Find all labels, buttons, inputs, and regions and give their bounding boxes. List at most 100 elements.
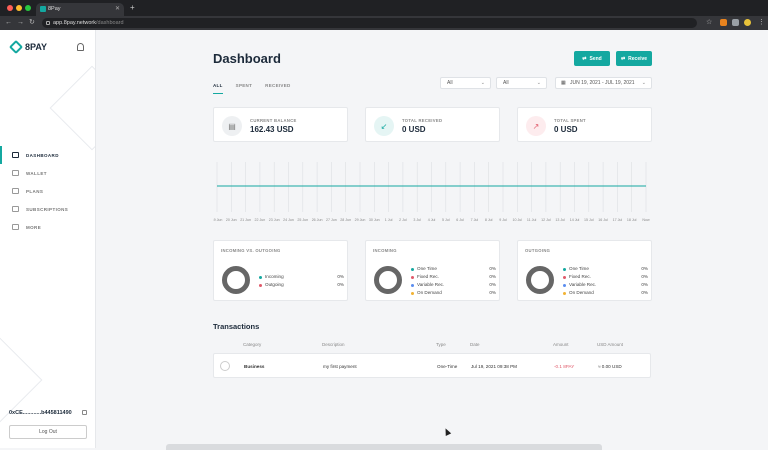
sidebar-item-wallet[interactable]: WALLET [0,164,95,182]
x-tick-label: 28 Jun [340,218,351,222]
logo-mark-icon [8,39,24,55]
sidebar-item-subscriptions[interactable]: SUBSCRIPTIONS [0,200,95,218]
legend-value: 0% [641,274,648,279]
chevron-down-icon: ⌄ [536,80,541,86]
category-filter-select[interactable]: All ⌄ [496,77,547,89]
receive-button[interactable]: ⇄ Receive [616,51,652,66]
stat-value: 0 USD [554,125,578,134]
legend: Incoming 0% Outgoing 0% [259,273,344,289]
table-row[interactable]: Business my first payment One-Time Jul 1… [213,353,651,378]
sidebar-item-label: DASHBOARD [26,152,59,158]
sidebar-item-dashboard[interactable]: DASHBOARD [0,146,95,164]
calendar-icon: ▦ [561,80,566,86]
trend-icon [12,188,19,194]
browser-menu-icon[interactable]: ⋮ [758,19,765,26]
copy-address-icon[interactable] [82,410,87,415]
tab-spent[interactable]: SPENT [235,83,253,88]
legend-label: Variable Rec. [569,282,597,287]
briefcase-icon [220,361,230,371]
transactions-title: Transactions [213,322,260,331]
x-tick-label: 20 Jun [226,218,237,222]
mouse-cursor-icon [442,427,452,436]
breakdown-card-in-vs-out: INCOMING VS. OUTGOING Incoming 0% Outgoin… [213,240,348,301]
sidebar-item-label: SUBSCRIPTIONS [26,206,69,212]
legend-dot [411,276,414,279]
x-tick-label: 10 Jul [513,218,523,222]
x-tick-label: 16 Jul [598,218,608,222]
notification-bell-icon[interactable] [77,43,84,51]
tab-bar: 8Pay ✕ + [0,0,768,16]
x-tick-label: 18 Jul [627,218,637,222]
metamask-extension-icon[interactable] [720,19,727,26]
category-filter-value: All [503,80,509,86]
x-tick-label: 13 Jul [555,218,565,222]
x-tick-label: 23 Jun [269,218,280,222]
legend-value: 0% [489,290,496,295]
legend-item: Variable Rec. 0% [563,281,648,289]
browser-tab-title: 8Pay [48,6,61,12]
legend-label: One Time [569,266,589,271]
legend-dot [259,276,262,279]
reload-button[interactable]: ↻ [29,19,35,26]
legend-item: Fixed Rec. 0% [563,273,648,281]
chevron-down-icon: ⌄ [641,80,646,86]
x-tick-label: 27 Jun [326,218,337,222]
x-tick-label: 21 Jun [240,218,251,222]
page-title: Dashboard [213,51,281,66]
x-tick-label: 7 Jul [471,218,479,222]
receive-icon: ⇄ [620,55,626,62]
profile-avatar-icon[interactable] [744,19,751,26]
logout-button[interactable]: Log Out [9,425,87,439]
x-tick-label: 1 Jul [385,218,393,222]
legend-item: One Time 0% [563,265,648,273]
maximize-window-icon[interactable] [25,5,31,11]
legend-value: 0% [641,282,648,287]
tx-usd-amount: ≈ 0.00 USD [598,364,622,369]
sidebar-item-label: WALLET [26,170,47,176]
close-window-icon[interactable] [7,5,13,11]
legend-label: Fixed Rec. [417,274,439,279]
bookmark-star-icon[interactable]: ☆ [706,19,713,26]
back-button[interactable]: ← [5,19,12,26]
tx-amount: -0.1 8PAY [554,364,575,369]
legend-value: 0% [641,266,648,271]
legend-item: Outgoing 0% [259,281,344,289]
tab-received[interactable]: RECEIVED [265,83,291,88]
forward-button[interactable]: → [17,19,24,26]
legend-dot [411,284,414,287]
favicon-icon [40,6,46,12]
x-tick-label: 26 Jun [312,218,323,222]
send-label: Send [589,55,602,62]
type-filter-value: All [447,80,453,86]
breakdown-card-incoming: INCOMING One Time 0% Fixed Rec. 0% Variabl… [365,240,500,301]
legend-item: Variable Rec. 0% [411,281,496,289]
app-logo[interactable]: 8PAY [8,39,47,55]
new-tab-button[interactable]: + [130,3,135,12]
x-tick-label: 6 Jul [456,218,464,222]
sidebar-item-plans[interactable]: PLANS [0,182,95,200]
transactions-table-header: Category Description Type Date Amount US… [213,342,651,352]
card-title: OUTGOING [525,248,551,253]
sidebar: 8PAY DASHBOARD WALLET PLANS SUBSCRIPTION… [0,30,96,448]
type-filter-select[interactable]: All ⌄ [440,77,491,89]
close-tab-icon[interactable]: ✕ [114,6,120,12]
donut-chart [526,266,554,294]
browser-tab[interactable]: 8Pay ✕ [36,3,124,16]
x-tick-label: 14 Jul [570,218,580,222]
legend-label: Fixed Rec. [569,274,591,279]
address-bar[interactable]: app.8pay.network/dashboard [42,18,697,28]
stat-value: 162.43 USD [250,125,294,134]
minimize-window-icon[interactable] [16,5,22,11]
legend-label: Incoming [265,274,284,279]
stat-label: TOTAL RECEIVED [402,118,443,123]
browser-toolbar: ← → ↻ app.8pay.network/dashboard ☆ ⋮ [0,16,768,30]
sidebar-item-more[interactable]: MORE [0,218,95,236]
date-range-select[interactable]: ▦ JUN 19, 2021 - JUL 19, 2021 ⌄ [555,77,652,89]
sidebar-nav: DASHBOARD WALLET PLANS SUBSCRIPTIONS MOR… [0,146,95,236]
subscription-icon [12,206,19,212]
tab-all[interactable]: ALL [213,83,223,94]
send-button[interactable]: ⇄ Send [574,51,610,66]
stat-value: 0 USD [402,125,426,134]
extensions-puzzle-icon[interactable] [732,19,739,26]
